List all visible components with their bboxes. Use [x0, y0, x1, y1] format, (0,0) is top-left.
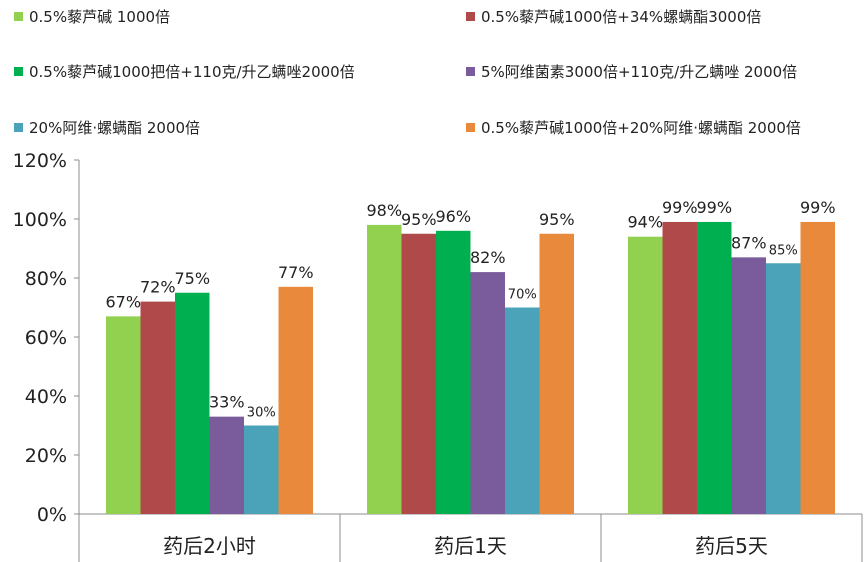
- legend-item: 20%阿维·螺螨酯 2000倍: [14, 117, 200, 138]
- bar: [278, 286, 313, 514]
- bar: [244, 425, 279, 514]
- bar: [209, 416, 244, 514]
- x-category-label: 药后2小时: [163, 534, 256, 558]
- bar: [140, 301, 175, 514]
- legend-swatch: [466, 123, 475, 132]
- data-label: 99%: [696, 198, 732, 217]
- data-label: 99%: [662, 198, 698, 217]
- data-label: 33%: [209, 393, 245, 412]
- data-label: 85%: [769, 243, 798, 258]
- legend-swatch: [466, 12, 475, 21]
- y-tick-label: 60%: [25, 327, 67, 349]
- bar: [766, 263, 801, 514]
- bar: [175, 292, 210, 514]
- legend-label: 20%阿维·螺螨酯 2000倍: [29, 119, 201, 137]
- legend-swatch: [466, 67, 475, 76]
- bar: [106, 316, 141, 514]
- data-label: 82%: [470, 248, 506, 267]
- legend-item: 5%阿维菌素3000倍+110克/升乙螨唑 2000倍: [466, 61, 797, 82]
- legend-item: 0.5%藜芦碱1000倍+34%螺螨酯3000倍: [466, 6, 761, 27]
- bar: [662, 221, 697, 514]
- y-tick-label: 100%: [13, 209, 67, 231]
- x-category-label: 药后1天: [434, 534, 507, 558]
- legend-label: 0.5%藜芦碱 1000倍: [29, 8, 171, 26]
- bar: [401, 233, 436, 514]
- data-label: 87%: [731, 233, 767, 252]
- legend-swatch: [14, 67, 23, 76]
- legend-item: 0.5%藜芦碱1000倍+20%阿维·螺螨酯 2000倍: [466, 117, 801, 138]
- data-label: 70%: [508, 288, 537, 303]
- data-label: 95%: [401, 210, 437, 229]
- x-category-label: 药后5天: [695, 534, 768, 558]
- bar: [367, 224, 402, 514]
- data-label: 96%: [435, 207, 471, 226]
- legend-item: 0.5%藜芦碱1000把倍+110克/升乙螨唑2000倍: [14, 61, 355, 82]
- data-label: 67%: [105, 292, 141, 311]
- y-tick-label: 20%: [25, 445, 67, 467]
- data-label: 77%: [278, 263, 314, 282]
- legend-label: 0.5%藜芦碱1000把倍+110克/升乙螨唑2000倍: [29, 63, 355, 81]
- bar: [628, 236, 663, 514]
- data-label: 98%: [366, 201, 402, 220]
- bar: [800, 221, 835, 514]
- legend-swatch: [14, 123, 23, 132]
- legend-label: 5%阿维菌素3000倍+110克/升乙螨唑 2000倍: [481, 63, 798, 81]
- legend-label: 0.5%藜芦碱1000倍+20%阿维·螺螨酯 2000倍: [481, 119, 801, 137]
- data-label: 95%: [539, 210, 575, 229]
- bar: [505, 307, 540, 514]
- legend-label: 0.5%藜芦碱1000倍+34%螺螨酯3000倍: [481, 8, 762, 26]
- y-tick-label: 120%: [13, 150, 67, 172]
- legend-swatch: [14, 12, 23, 21]
- data-label: 75%: [174, 269, 210, 288]
- bar: [470, 272, 505, 514]
- bar: [731, 257, 766, 514]
- y-tick-label: 80%: [25, 268, 67, 290]
- data-label: 30%: [247, 406, 276, 421]
- bar: [539, 233, 574, 514]
- bar: [436, 230, 471, 515]
- y-tick-label: 0%: [37, 504, 67, 526]
- data-label: 94%: [627, 213, 663, 232]
- data-label: 72%: [140, 278, 176, 297]
- legend-item: 0.5%藜芦碱 1000倍: [14, 6, 170, 27]
- y-tick-label: 40%: [25, 386, 67, 408]
- bar: [697, 221, 732, 514]
- data-label: 99%: [800, 198, 836, 217]
